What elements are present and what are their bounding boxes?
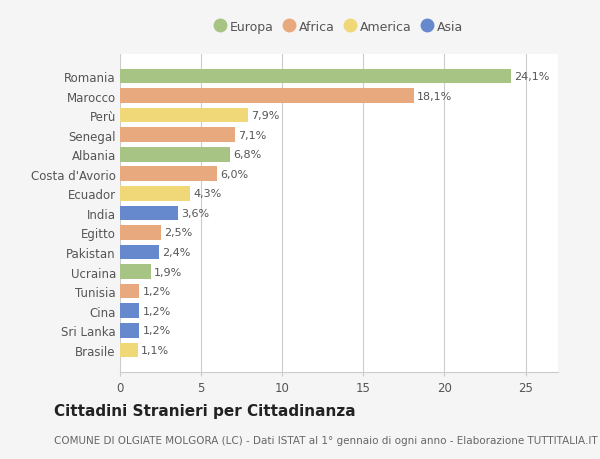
Bar [120,69,511,84]
Bar [120,323,139,338]
Text: 4,3%: 4,3% [193,189,221,199]
Text: 24,1%: 24,1% [514,72,550,82]
Bar [120,128,235,143]
Bar [120,304,139,319]
Bar [120,206,178,221]
Text: 1,9%: 1,9% [154,267,182,277]
Text: Cittadini Stranieri per Cittadinanza: Cittadini Stranieri per Cittadinanza [54,403,356,419]
Text: 1,2%: 1,2% [143,306,171,316]
Text: 2,4%: 2,4% [162,247,191,257]
Text: 7,9%: 7,9% [251,111,280,121]
Text: 3,6%: 3,6% [182,208,210,218]
Bar [120,89,413,104]
Text: 2,5%: 2,5% [164,228,192,238]
Bar [120,284,139,299]
Text: 7,1%: 7,1% [238,130,266,140]
Text: 1,2%: 1,2% [143,286,171,297]
Bar [120,343,138,358]
Text: 1,2%: 1,2% [143,325,171,336]
Bar [120,167,217,182]
Bar [120,108,248,123]
Text: COMUNE DI OLGIATE MOLGORA (LC) - Dati ISTAT al 1° gennaio di ogni anno - Elabora: COMUNE DI OLGIATE MOLGORA (LC) - Dati IS… [54,435,598,445]
Bar [120,265,151,280]
Bar [120,226,161,240]
Text: 1,1%: 1,1% [141,345,169,355]
Legend: Europa, Africa, America, Asia: Europa, Africa, America, Asia [211,17,467,38]
Text: 6,8%: 6,8% [233,150,262,160]
Text: 18,1%: 18,1% [417,91,452,101]
Bar [120,245,159,260]
Bar [120,187,190,201]
Text: 6,0%: 6,0% [221,169,249,179]
Bar [120,147,230,162]
